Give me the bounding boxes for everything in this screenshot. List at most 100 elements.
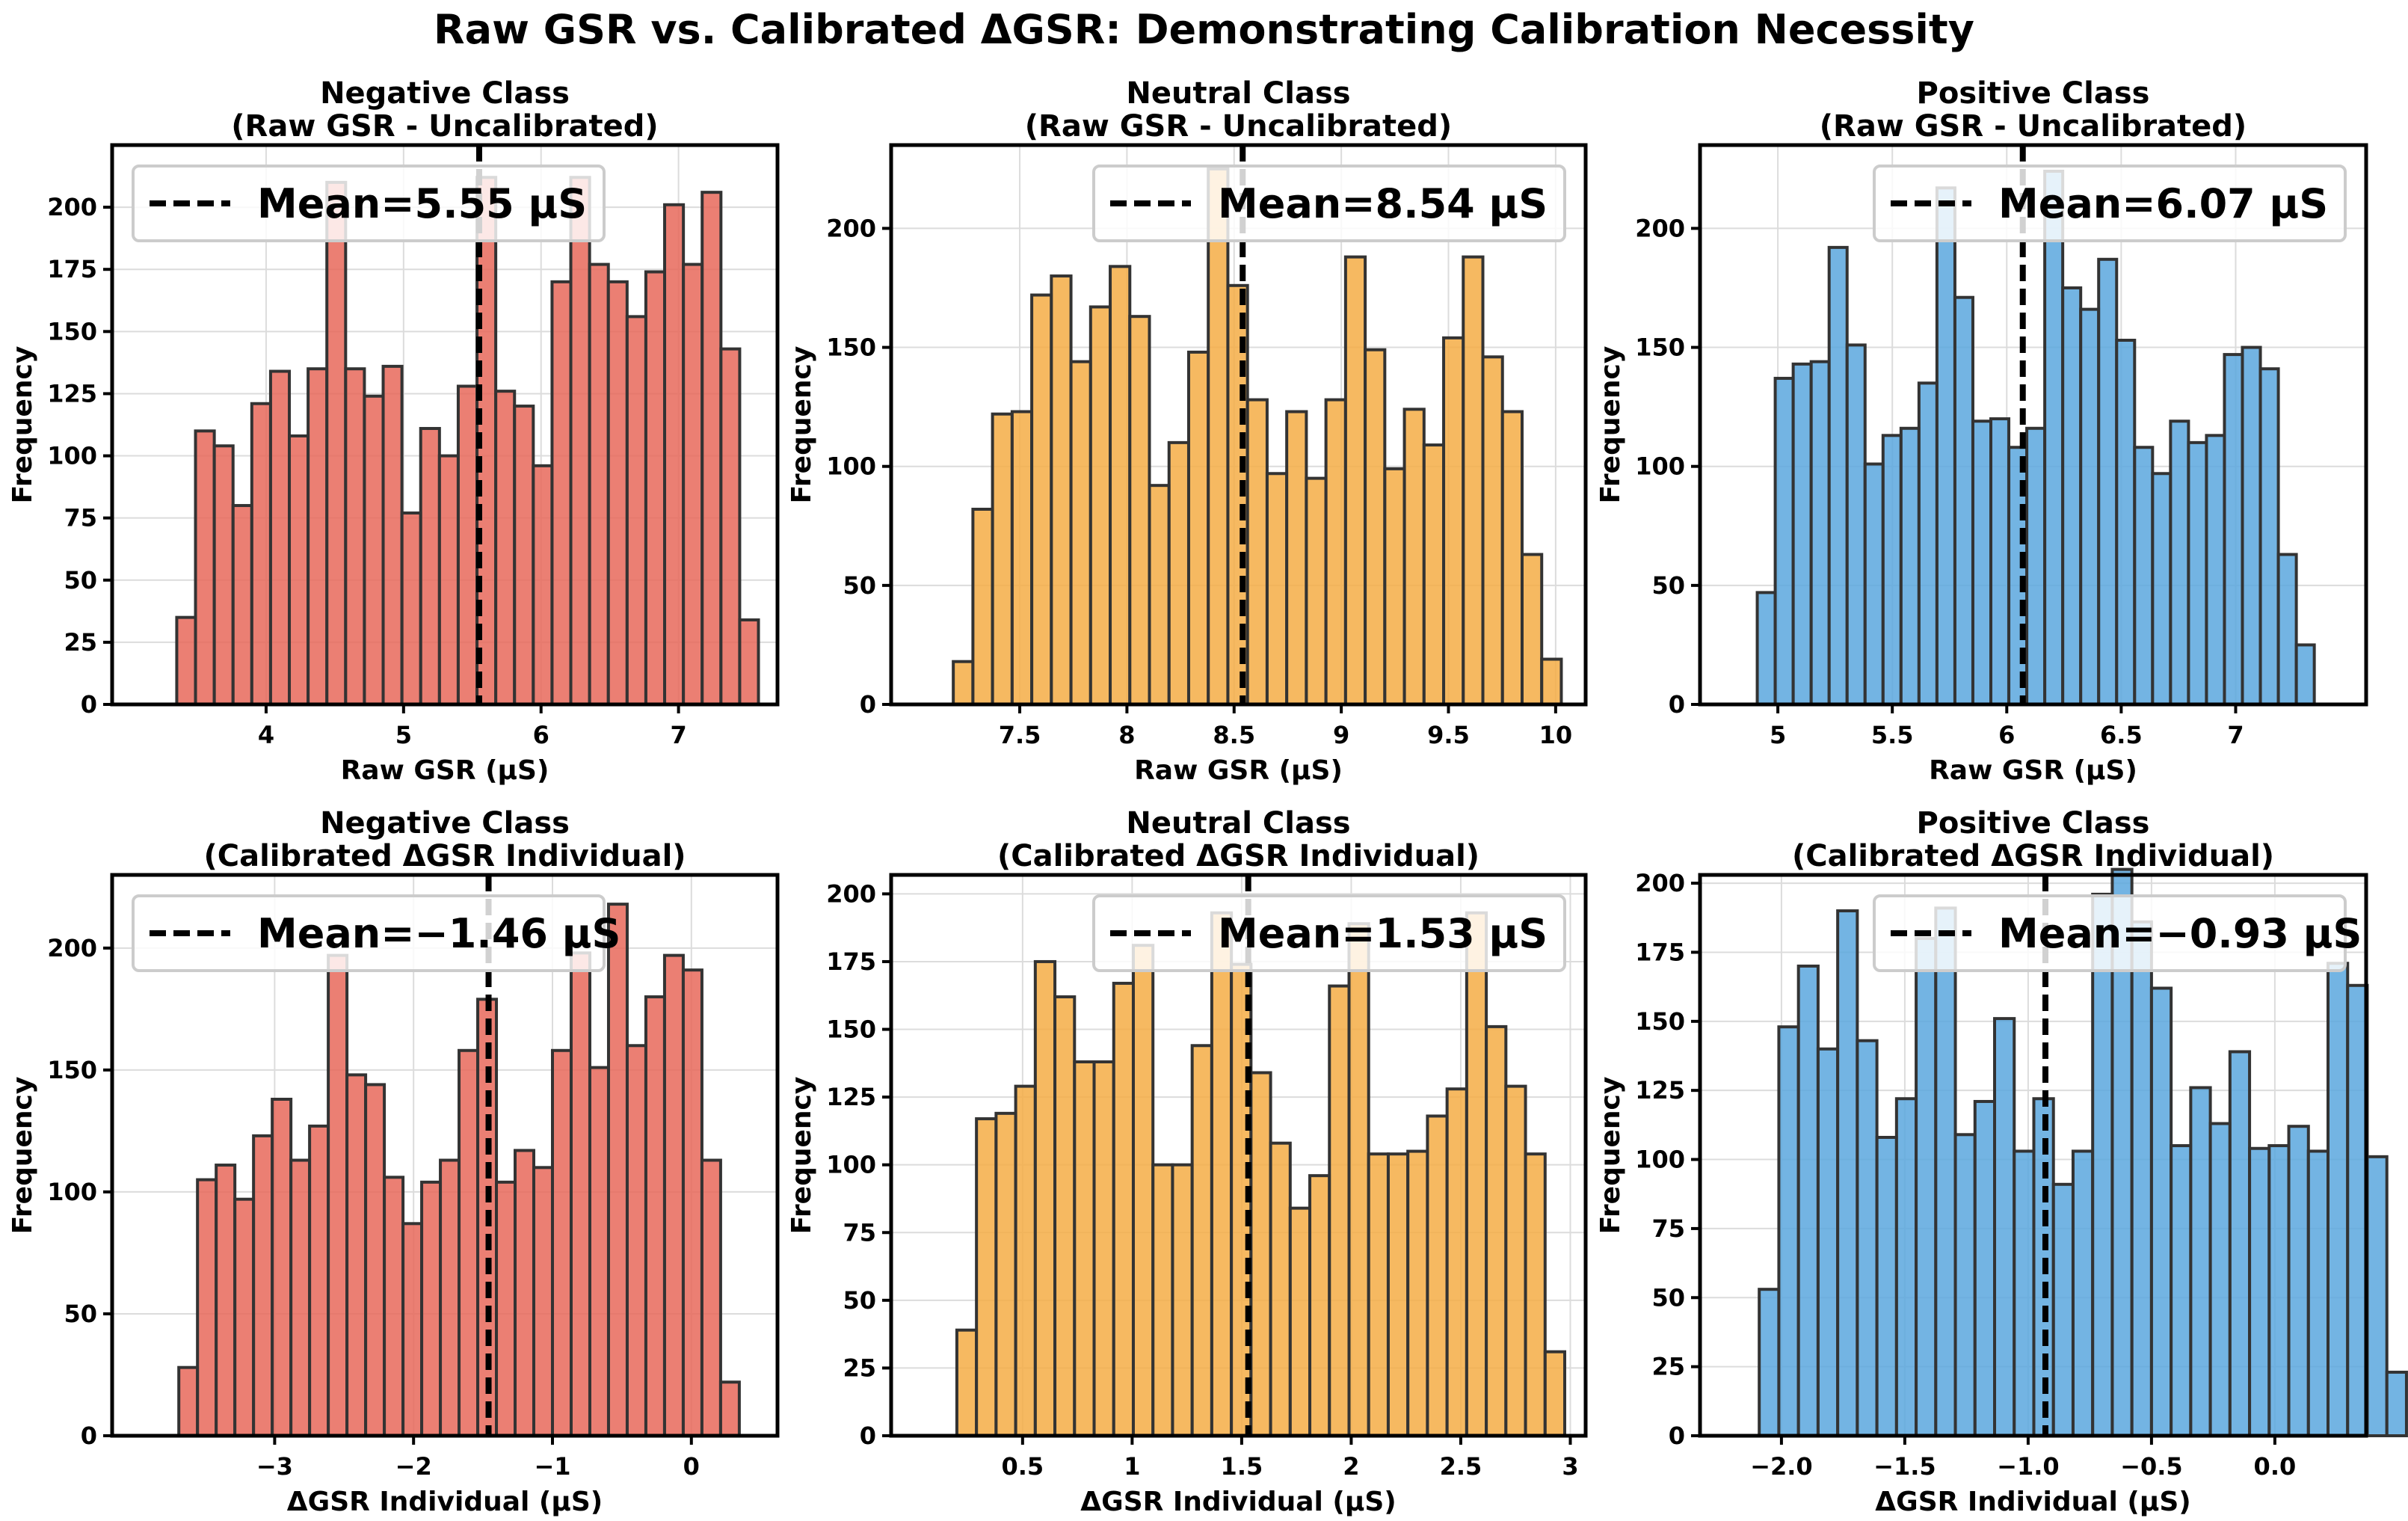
histogram-bar xyxy=(1131,944,1155,1437)
y-tick-label: 200 xyxy=(826,879,876,908)
x-tick-label: 6 xyxy=(1998,721,2015,749)
y-tick-label: 200 xyxy=(47,934,97,962)
histogram-bar xyxy=(991,412,1014,706)
x-axis-label: Raw GSR (µS) xyxy=(1929,755,2137,786)
x-tick-label: 0.5 xyxy=(1001,1452,1044,1481)
axes-frame xyxy=(889,143,1588,707)
histogram-bar xyxy=(1520,553,1544,707)
legend-label: Mean=−0.93 µS xyxy=(1998,910,2362,957)
figure-title: Raw GSR vs. Calibrated ΔGSR: Demonstrati… xyxy=(434,6,1974,53)
histogram-bar xyxy=(550,1048,573,1437)
x-tick-label: −3 xyxy=(256,1452,293,1481)
histogram-bar xyxy=(1845,343,1867,706)
y-tick-label: 75 xyxy=(64,504,97,532)
histogram-bar xyxy=(2385,1371,2408,1438)
legend-label: Mean=−1.46 µS xyxy=(257,910,621,957)
histogram-bar xyxy=(1791,362,1813,706)
histogram-bar xyxy=(1288,1206,1312,1438)
histogram-bar xyxy=(1953,1133,1977,1437)
histogram-bar xyxy=(1894,1097,1918,1438)
histogram-bar xyxy=(1364,348,1387,706)
histogram-bar xyxy=(1915,936,1938,1437)
histogram-bar xyxy=(1073,1060,1096,1437)
histogram-bar xyxy=(1014,1084,1037,1437)
histogram-bar xyxy=(625,1044,647,1437)
histogram-bar xyxy=(606,903,629,1438)
histogram-bar xyxy=(458,1048,480,1437)
histogram-bar xyxy=(1367,1152,1390,1437)
y-axis-label: Frequency xyxy=(786,1077,817,1235)
histogram-bar xyxy=(1053,995,1077,1437)
x-axis-label: ΔGSR Individual (µS) xyxy=(1875,1487,2190,1517)
panel-title: Neutral Class xyxy=(1126,806,1350,841)
y-tick-label: 100 xyxy=(47,442,97,470)
y-tick-label: 25 xyxy=(64,628,97,657)
histogram-bar xyxy=(1308,1174,1331,1438)
panel-subtitle: (Raw GSR - Uncalibrated) xyxy=(1025,109,1452,144)
histogram-bar xyxy=(1935,186,1956,706)
histogram-bar xyxy=(1245,398,1269,706)
y-tick-label: 100 xyxy=(1635,1146,1685,1174)
y-tick-label: 75 xyxy=(1651,1214,1685,1243)
chart-panel-neutral-calibrated: 0.5 1 1.5 2 2.5 3 0 25 50 75 100 125 150 175 200 Neutra… xyxy=(786,806,1588,1517)
histogram-bar xyxy=(215,1164,237,1437)
histogram-bar xyxy=(1186,350,1210,706)
histogram-bar xyxy=(1050,274,1073,706)
histogram-bar xyxy=(2051,1182,2075,1437)
histogram-bar xyxy=(1207,167,1230,707)
histogram-bar xyxy=(2133,446,2155,706)
histogram-bar xyxy=(363,394,385,706)
x-tick-label: 0 xyxy=(683,1452,700,1481)
histogram-bar xyxy=(1148,484,1171,706)
y-tick-label: 50 xyxy=(1651,571,1685,600)
legend-box xyxy=(1092,894,1566,972)
histogram-bar xyxy=(381,364,404,706)
histogram-bar xyxy=(1285,410,1308,706)
histogram-bar xyxy=(700,1158,722,1437)
histogram-bar xyxy=(250,402,272,707)
x-tick-label: 9.5 xyxy=(1427,721,1470,749)
histogram-bar xyxy=(625,315,647,706)
histogram-bar xyxy=(268,369,292,706)
y-tick-label: 25 xyxy=(1651,1353,1685,1381)
panel-subtitle: (Raw GSR - Uncalibrated) xyxy=(1820,109,2247,144)
axes-frame xyxy=(1698,143,2368,707)
x-axis-label: Raw GSR (µS) xyxy=(341,755,549,786)
histogram-bar xyxy=(1030,293,1053,706)
histogram-bar xyxy=(663,203,686,706)
legend-label: Mean=6.07 µS xyxy=(1998,180,2328,227)
chart-panel-positive-calibrated: −2.0 −1.5 −1.0 −0.5 0.0 0 25 50 75 100 125 150 175 20… xyxy=(1595,806,2408,1517)
histogram-bar xyxy=(1109,265,1132,706)
x-tick-label: −0.5 xyxy=(2120,1452,2183,1481)
histogram-bar xyxy=(2189,1086,2212,1438)
histogram-bar xyxy=(2294,643,2316,707)
histogram-bar xyxy=(682,262,704,707)
legend-box xyxy=(132,894,606,972)
histogram-bar xyxy=(437,454,460,706)
histogram-bar xyxy=(1265,472,1289,706)
histogram-bar xyxy=(513,405,535,706)
histogram-bar xyxy=(738,618,760,706)
panel-title: Neutral Class xyxy=(1126,76,1350,111)
y-tick-label: 200 xyxy=(1635,869,1685,897)
histogram-bar xyxy=(1151,1163,1174,1437)
x-tick-label: 6 xyxy=(533,721,549,749)
histogram-bar xyxy=(1305,476,1328,706)
histogram-bar xyxy=(494,390,517,706)
panel-subtitle: (Calibrated ΔGSR Individual) xyxy=(997,839,1479,873)
histogram-bar xyxy=(1899,426,1921,706)
histogram-bar xyxy=(1993,1017,2016,1438)
y-tick-label: 0 xyxy=(860,690,876,719)
legend-box xyxy=(132,165,606,242)
histogram-bar xyxy=(975,1117,998,1437)
legend-box xyxy=(1873,165,2347,242)
histogram-bar xyxy=(177,1365,200,1438)
histogram-bar xyxy=(420,1180,443,1437)
x-tick-label: 0.0 xyxy=(2254,1452,2297,1481)
histogram-bar xyxy=(2208,1122,2232,1437)
y-axis-label: Frequency xyxy=(1595,1077,1626,1235)
histogram-bar xyxy=(2149,986,2173,1437)
y-tick-label: 0 xyxy=(81,690,97,719)
histogram-bar xyxy=(1816,1047,1840,1438)
x-tick-label: 5 xyxy=(395,721,412,749)
